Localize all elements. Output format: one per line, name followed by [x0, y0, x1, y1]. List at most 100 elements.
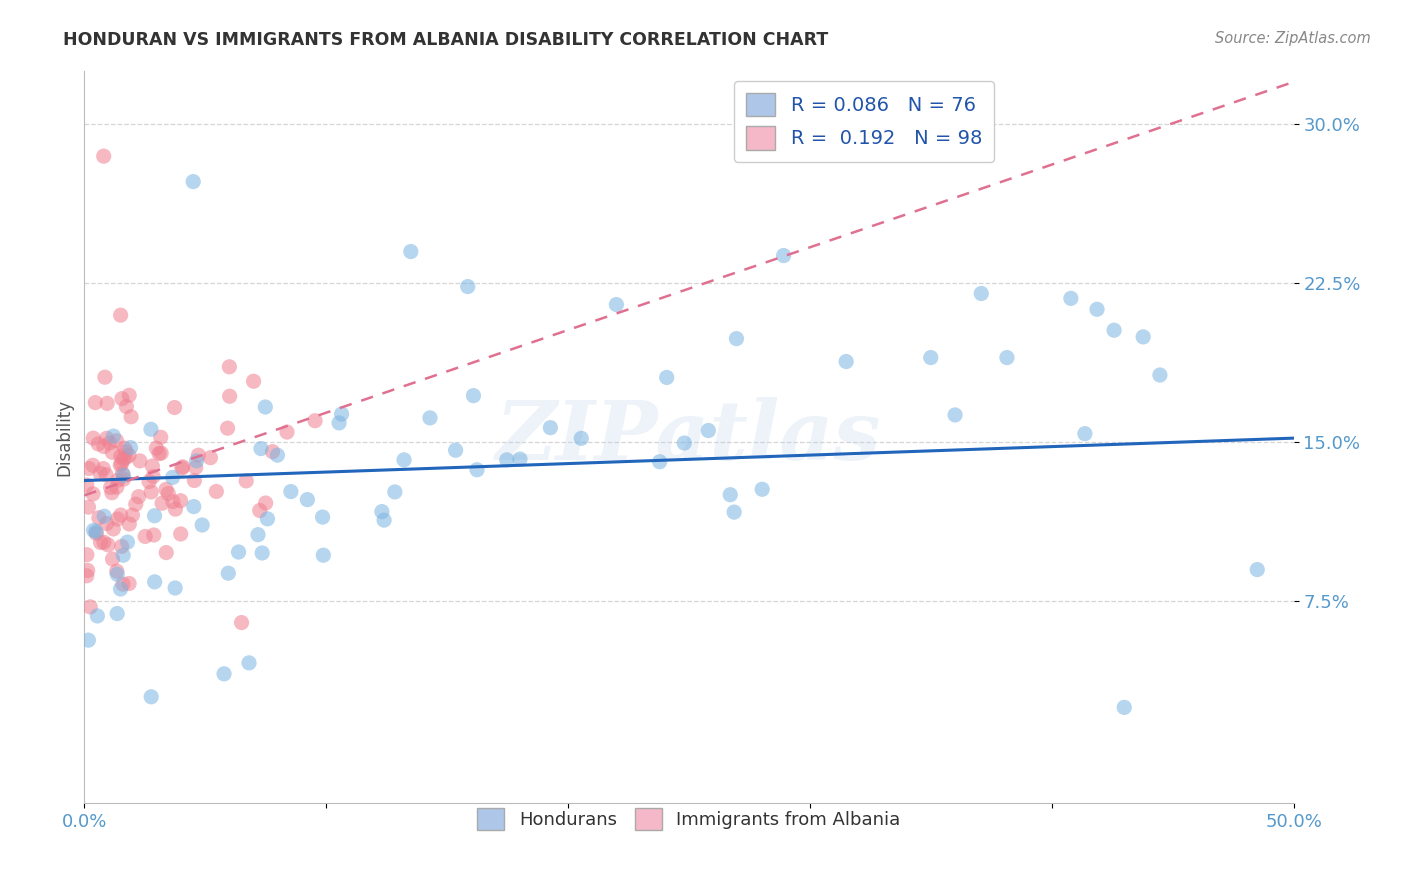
Point: [155, 545, 177, 559]
Point: [94, 467, 117, 482]
Point: [110, 458, 132, 472]
Point: [107, 473, 129, 487]
Point: [311, 510, 333, 524]
Point: [77, 500, 100, 515]
Point: [107, 512, 129, 526]
Point: [89, 467, 111, 481]
Point: [110, 308, 132, 322]
Point: [238, 656, 260, 670]
Point: [77, 633, 100, 648]
Point: [697, 424, 720, 438]
Point: [134, 529, 156, 543]
Point: [76, 568, 98, 582]
Point: [1114, 700, 1136, 714]
Point: [96, 516, 118, 531]
Point: [128, 454, 150, 468]
Point: [105, 480, 128, 494]
Point: [96, 431, 118, 445]
Point: [120, 441, 142, 455]
Point: [943, 408, 966, 422]
Point: [111, 392, 134, 406]
Point: [91, 461, 114, 475]
Point: [79, 599, 101, 614]
Point: [1102, 323, 1125, 337]
Point: [110, 457, 132, 471]
Point: [110, 449, 132, 463]
Point: [138, 475, 160, 489]
Point: [141, 458, 163, 473]
Point: [165, 581, 187, 595]
Point: [93, 440, 115, 454]
Point: [105, 567, 128, 582]
Point: [723, 505, 745, 519]
Point: [191, 518, 214, 533]
Point: [98, 435, 121, 450]
Point: [157, 486, 180, 500]
Point: [172, 459, 194, 474]
Point: [1132, 330, 1154, 344]
Point: [145, 441, 167, 455]
Point: [128, 490, 150, 504]
Point: [162, 470, 184, 484]
Point: [246, 527, 269, 541]
Point: [115, 400, 138, 414]
Point: [970, 286, 993, 301]
Point: [328, 416, 350, 430]
Point: [93, 509, 115, 524]
Point: [87, 437, 110, 451]
Point: [96, 396, 118, 410]
Point: [105, 607, 128, 621]
Point: [205, 484, 228, 499]
Point: [312, 548, 335, 562]
Point: [112, 472, 135, 486]
Point: [1246, 563, 1268, 577]
Point: [115, 444, 138, 458]
Point: [76, 564, 98, 578]
Point: [76, 478, 98, 492]
Legend: Hondurans, Immigrants from Albania: Hondurans, Immigrants from Albania: [470, 801, 908, 838]
Point: [304, 414, 326, 428]
Point: [419, 410, 441, 425]
Point: [250, 546, 273, 560]
Point: [143, 574, 166, 589]
Point: [186, 454, 208, 468]
Point: [149, 430, 172, 444]
Point: [111, 577, 134, 591]
Point: [266, 448, 288, 462]
Point: [76, 548, 98, 562]
Point: [187, 448, 209, 462]
Point: [162, 494, 184, 508]
Point: [125, 497, 148, 511]
Point: [118, 449, 141, 463]
Point: [118, 388, 141, 402]
Point: [118, 576, 141, 591]
Point: [262, 444, 284, 458]
Point: [605, 297, 627, 311]
Point: [465, 463, 488, 477]
Text: HONDURAN VS IMMIGRANTS FROM ALBANIA DISABILITY CORRELATION CHART: HONDURAN VS IMMIGRANTS FROM ALBANIA DISA…: [63, 31, 828, 49]
Point: [254, 400, 277, 414]
Point: [82, 458, 104, 473]
Point: [183, 474, 205, 488]
Point: [110, 582, 132, 596]
Point: [181, 175, 204, 189]
Point: [228, 545, 250, 559]
Point: [297, 492, 319, 507]
Point: [87, 510, 110, 524]
Point: [495, 453, 517, 467]
Point: [117, 535, 139, 549]
Point: [399, 244, 422, 259]
Point: [103, 429, 125, 443]
Point: [112, 452, 135, 467]
Point: [105, 564, 128, 578]
Point: [256, 512, 278, 526]
Point: [772, 248, 794, 262]
Point: [84, 395, 107, 409]
Point: [373, 513, 395, 527]
Point: [86, 526, 108, 541]
Point: [1149, 368, 1171, 382]
Point: [83, 524, 105, 538]
Point: [280, 484, 302, 499]
Point: [538, 420, 561, 434]
Point: [217, 421, 239, 435]
